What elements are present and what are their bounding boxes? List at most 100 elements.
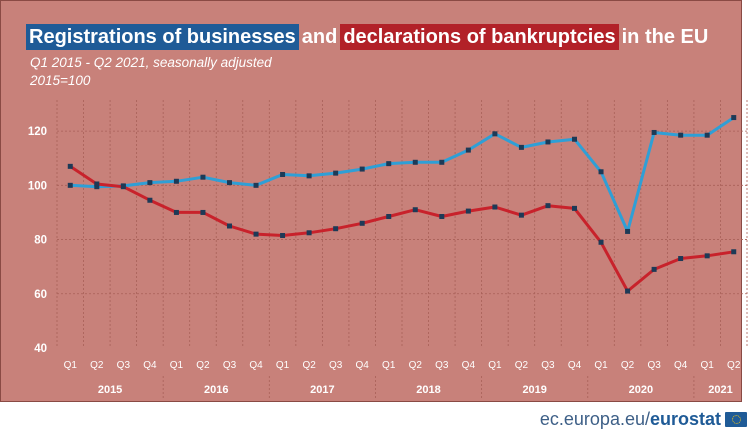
title-and: and <box>301 26 338 48</box>
x-tick-label: Q3 <box>435 360 449 371</box>
title-bankruptcies-highlight: declarations of bankruptcies <box>340 24 619 50</box>
x-tick-label: Q2 <box>727 360 741 371</box>
x-tick-label: Q3 <box>223 360 237 371</box>
series-point-0 <box>147 180 153 186</box>
series-point-1 <box>545 203 551 209</box>
eu-flag-icon <box>725 412 747 427</box>
chart-base-note: 2015=100 <box>30 73 91 88</box>
x-tick-label: Q3 <box>541 360 555 371</box>
series-point-1 <box>94 181 100 187</box>
title-suffix: in the EU <box>621 26 709 48</box>
series-point-1 <box>572 205 577 211</box>
series-point-1 <box>173 209 179 215</box>
y-tick-label: 120 <box>28 126 47 138</box>
year-label: 2016 <box>204 384 228 396</box>
series-point-0 <box>518 144 524 150</box>
series-point-1 <box>253 231 259 237</box>
x-tick-label: Q2 <box>515 360 529 371</box>
series-point-0 <box>359 166 365 172</box>
series-point-1 <box>359 220 365 226</box>
year-label: 2021 <box>708 384 732 396</box>
series-line-1 <box>69 165 734 293</box>
series-point-0 <box>306 173 312 179</box>
series-point-1 <box>412 207 418 213</box>
x-tick-label: Q2 <box>409 360 423 371</box>
y-tick-label: 80 <box>34 235 47 247</box>
year-label: 2018 <box>416 384 440 396</box>
x-tick-label: Q4 <box>356 360 370 371</box>
x-tick-label: Q1 <box>64 360 78 371</box>
series-point-1 <box>731 249 737 255</box>
series-point-0 <box>492 131 498 137</box>
series-point-0 <box>704 132 710 138</box>
series-point-1 <box>333 226 339 232</box>
x-tick-label: Q4 <box>143 360 157 371</box>
series-point-1 <box>386 214 392 220</box>
source-prefix: ec.europa.eu/ <box>539 409 650 429</box>
x-tick-label: Q2 <box>302 360 316 371</box>
series-point-1 <box>120 184 126 190</box>
series-point-0 <box>625 228 631 234</box>
y-tick-label: 60 <box>34 289 47 301</box>
chart-panel <box>0 0 742 402</box>
series-point-1 <box>518 212 524 218</box>
series-point-0 <box>67 182 73 188</box>
title-registrations-highlight: Registrations of businesses <box>26 24 299 50</box>
series-point-0 <box>651 129 657 135</box>
x-tick-label: Q3 <box>117 360 131 371</box>
series-point-1 <box>678 256 684 262</box>
year-label: 2019 <box>522 384 546 396</box>
series-point-1 <box>704 253 710 259</box>
x-tick-label: Q4 <box>568 360 582 371</box>
series-point-0 <box>731 115 737 121</box>
series-point-0 <box>94 184 100 190</box>
series-point-1 <box>625 288 631 294</box>
series-point-1 <box>147 197 153 203</box>
x-tick-label: Q4 <box>249 360 263 371</box>
series-point-0 <box>253 182 259 188</box>
series-point-0 <box>386 161 392 167</box>
year-label: 2017 <box>310 384 334 396</box>
series-point-0 <box>227 180 232 186</box>
chart-title: Registrations of businesses and declarat… <box>26 24 711 50</box>
series-point-0 <box>173 178 179 184</box>
source-brand: eurostat <box>649 409 721 429</box>
series-point-1 <box>280 232 286 238</box>
series-point-1 <box>439 214 445 220</box>
series-point-0 <box>439 159 445 165</box>
series-point-1 <box>306 230 312 236</box>
series-point-1 <box>492 204 498 210</box>
series-point-1 <box>465 208 471 214</box>
y-tick-label: 40 <box>34 343 47 355</box>
x-tick-label: Q4 <box>462 360 476 371</box>
series-point-0 <box>412 159 418 165</box>
series-point-0 <box>333 170 339 176</box>
x-tick-label: Q1 <box>594 360 608 371</box>
series-point-1 <box>651 266 657 272</box>
series-point-0 <box>545 139 551 145</box>
year-label: 2015 <box>98 384 122 396</box>
series-point-1 <box>67 163 73 169</box>
series-point-0 <box>200 174 206 180</box>
x-tick-label: Q1 <box>382 360 396 371</box>
x-tick-label: Q2 <box>196 360 210 371</box>
x-tick-label: Q1 <box>276 360 290 371</box>
chart-subtitle: Q1 2015 - Q2 2021, seasonally adjusted <box>30 55 272 70</box>
x-tick-label: Q1 <box>701 360 715 371</box>
series-point-0 <box>598 169 604 175</box>
series-point-0 <box>572 136 577 142</box>
source-link[interactable]: ec.europa.eu/eurostat <box>540 409 721 430</box>
series-point-0 <box>280 171 286 177</box>
series-point-0 <box>678 132 684 138</box>
series-point-1 <box>227 223 232 229</box>
x-tick-label: Q2 <box>90 360 104 371</box>
series-point-0 <box>465 147 471 153</box>
x-tick-label: Q4 <box>674 360 688 371</box>
year-label: 2020 <box>629 384 653 396</box>
x-tick-label: Q2 <box>621 360 635 371</box>
series-point-1 <box>598 239 604 245</box>
x-tick-label: Q3 <box>647 360 661 371</box>
series-point-1 <box>200 209 206 215</box>
